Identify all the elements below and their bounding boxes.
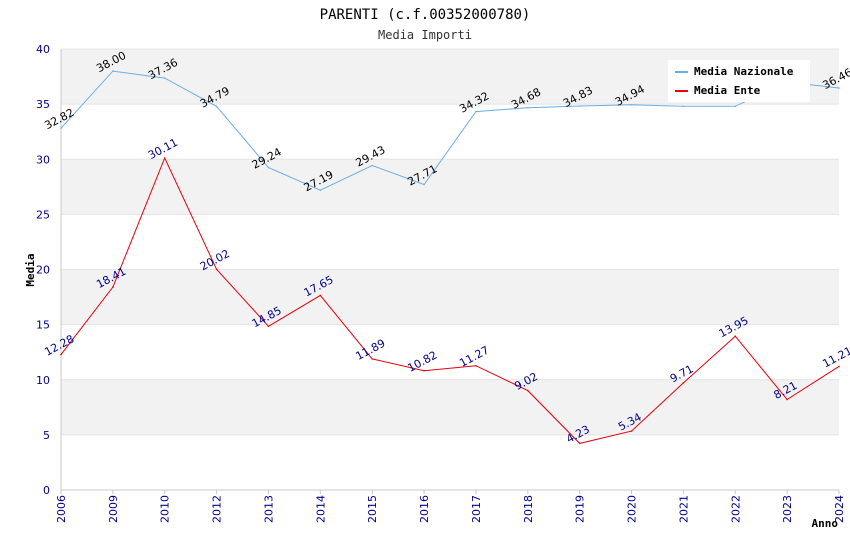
x-tick-label-2006: 2006 (55, 495, 68, 523)
y-tick-label-40: 40 (36, 43, 50, 56)
data-point-media-nazionale-2017 (475, 110, 477, 113)
data-point-media-ente-2009 (112, 286, 114, 288)
data-point-media-nazionale-2024 (838, 87, 840, 89)
x-tick-label-2010: 2010 (159, 495, 172, 523)
x-tick-label-2014: 2014 (314, 495, 327, 523)
x-tick-label-2018: 2018 (522, 495, 535, 523)
data-point-media-nazionale-2006 (60, 127, 62, 129)
data-point-media-nazionale-2015 (371, 164, 374, 167)
data-point-media-nazionale-2018 (527, 106, 529, 109)
x-axis-title: Anno (812, 517, 839, 530)
data-point-media-ente-2024 (838, 365, 840, 368)
data-point-media-nazionale-2013 (267, 166, 270, 169)
x-tick-label-2024: 2024 (833, 495, 846, 523)
data-point-media-ente-2006 (60, 353, 62, 356)
y-tick-label-5: 5 (43, 429, 50, 442)
y-tick-label-0: 0 (43, 484, 50, 497)
y-tick-label-20: 20 (36, 264, 50, 277)
data-point-media-ente-2018 (527, 389, 529, 392)
chart-title: PARENTI (c.f.00352000780) (320, 7, 531, 23)
band-20-25 (61, 214, 839, 270)
data-point-media-nazionale-2016 (423, 183, 425, 186)
data-point-media-nazionale-2020 (630, 103, 633, 106)
band-15-20 (61, 269, 839, 325)
data-point-media-nazionale-2012 (215, 105, 218, 108)
legend-label-media-nazionale: Media Nazionale (694, 65, 794, 78)
series-line-media-ente (60, 156, 840, 444)
background-bands (61, 49, 839, 490)
data-point-media-ente-2021 (682, 382, 685, 384)
x-tick-label-2021: 2021 (677, 495, 690, 523)
y-tick-label-25: 25 (36, 208, 50, 221)
axes (60, 49, 840, 494)
y-tick-labels: 0 5 10 15 20 25 30 35 40 (36, 43, 50, 497)
series-line-media-nazionale (60, 70, 840, 191)
data-point-media-ente-2022 (734, 335, 737, 338)
data-point-media-ente-2014 (319, 294, 322, 297)
data-point-media-nazionale-2022 (734, 105, 737, 108)
band-25-30 (61, 159, 839, 215)
x-tick-labels: 2006 2009 2010 2012 2013 2014 2015 2016 2017 2018… (55, 495, 846, 523)
data-point-media-ente-2020 (630, 430, 633, 432)
data-point-media-ente-2023 (786, 398, 788, 401)
chart-subtitle: Media Importi (378, 28, 472, 42)
data-point-media-ente-2015 (371, 358, 374, 360)
x-tick-label-2020: 2020 (626, 495, 639, 523)
series-lines (60, 70, 840, 445)
y-tick-label-30: 30 (36, 153, 50, 166)
x-tick-label-2022: 2022 (729, 495, 742, 523)
data-point-media-nazionale-2019 (578, 105, 581, 107)
data-point-media-nazionale-2010 (163, 77, 166, 79)
y-tick-label-35: 35 (36, 98, 50, 111)
data-point-media-ente-2016 (423, 369, 425, 372)
data-point-media-nazionale-2009 (112, 70, 114, 72)
data-point-media-nazionale-2014 (319, 189, 322, 192)
y-tick-label-10: 10 (36, 374, 50, 387)
x-tick-label-2009: 2009 (107, 495, 120, 523)
data-point-media-ente-2017 (475, 364, 477, 367)
data-point-media-ente-2010 (163, 157, 166, 159)
x-tick-label-2013: 2013 (262, 495, 275, 523)
band-5-10 (61, 379, 839, 435)
x-tick-label-2023: 2023 (781, 495, 794, 523)
data-point-media-ente-2013 (267, 325, 270, 328)
x-tick-label-2016: 2016 (418, 495, 431, 523)
legend-label-media-ente: Media Ente (694, 84, 761, 97)
data-point-media-ente-2012 (215, 268, 218, 271)
band-30-35 (61, 104, 839, 160)
data-point-media-nazionale-2021 (682, 105, 685, 108)
y-axis-title: Media (24, 253, 37, 286)
band-10-15 (61, 324, 839, 380)
legend-box (668, 60, 810, 102)
legend: Media Nazionale Media Ente (668, 60, 810, 102)
y-tick-label-15: 15 (36, 319, 50, 332)
x-tick-label-2015: 2015 (366, 495, 379, 523)
data-point-media-ente-2019 (578, 442, 581, 445)
band-0-5 (61, 434, 839, 490)
x-tick-label-2012: 2012 (211, 495, 224, 523)
x-tick-label-2017: 2017 (470, 495, 483, 523)
x-tick-label-2019: 2019 (574, 495, 587, 523)
